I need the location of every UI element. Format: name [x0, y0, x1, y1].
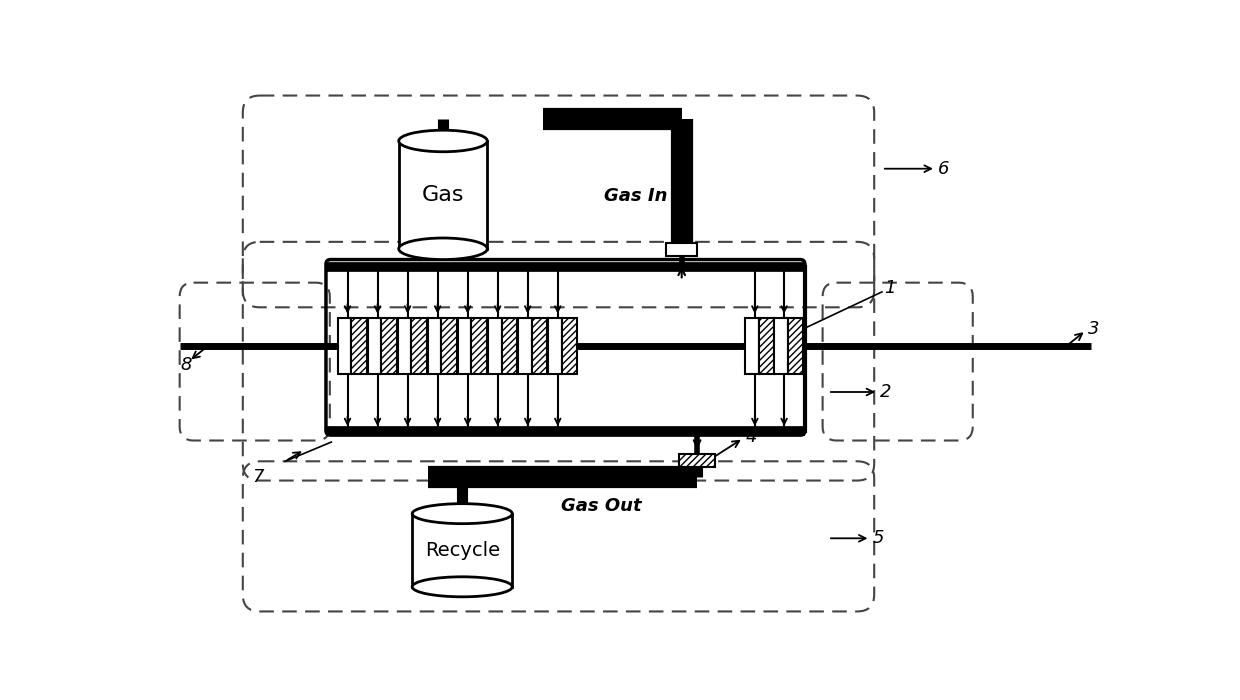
Ellipse shape [412, 504, 512, 524]
Bar [382, 318, 397, 374]
Text: 3: 3 [1089, 320, 1100, 338]
Text: 5: 5 [873, 529, 884, 547]
Text: 2: 2 [880, 383, 892, 401]
Ellipse shape [412, 577, 512, 597]
Bar [517, 318, 532, 374]
Bar [666, 244, 697, 256]
Bar [412, 318, 427, 374]
Ellipse shape [399, 238, 487, 260]
Bar [399, 141, 487, 248]
Text: 6: 6 [939, 160, 950, 178]
Text: 4: 4 [745, 428, 758, 446]
Bar [562, 318, 577, 374]
Bar [337, 318, 351, 374]
Bar [487, 318, 501, 374]
Bar [367, 318, 382, 374]
Bar [501, 318, 517, 374]
Bar [351, 318, 367, 374]
Bar [532, 318, 547, 374]
Text: Recycle: Recycle [424, 540, 500, 560]
Bar [471, 318, 487, 374]
Bar [412, 514, 512, 587]
Text: 8: 8 [180, 356, 191, 374]
Text: Gas Out: Gas Out [560, 497, 641, 515]
Text: Gas In: Gas In [604, 187, 668, 204]
Text: 1: 1 [884, 279, 895, 297]
Ellipse shape [399, 130, 487, 152]
Text: 7: 7 [253, 468, 264, 486]
Bar [458, 318, 471, 374]
Bar [428, 318, 441, 374]
Bar [745, 318, 759, 374]
Bar [759, 318, 774, 374]
Bar [441, 318, 456, 374]
Text: Gas: Gas [422, 185, 464, 205]
Bar [680, 454, 714, 468]
Bar [398, 318, 412, 374]
Text: ...........: ........... [608, 340, 691, 352]
Bar [548, 318, 562, 374]
Bar [787, 318, 804, 374]
Bar [774, 318, 787, 374]
